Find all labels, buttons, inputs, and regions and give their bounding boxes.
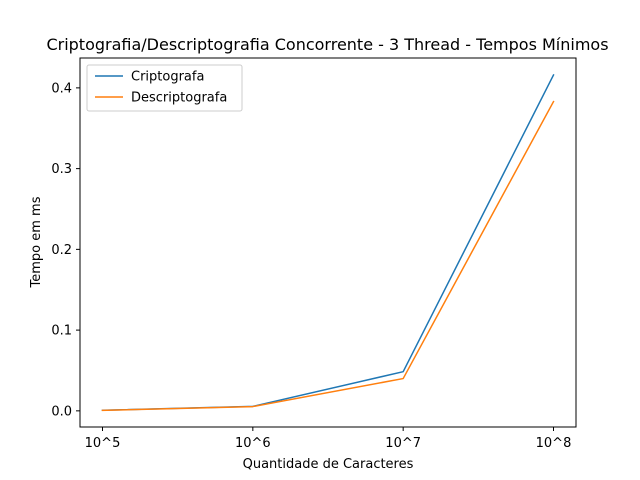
series-lines — [101, 73, 555, 412]
y-tick-label: 0.3 — [51, 162, 72, 177]
y-tick-label: 0.1 — [51, 324, 72, 339]
x-tick-label: 10^6 — [235, 436, 271, 451]
legend-box — [86, 64, 243, 112]
x-tick-label: 10^7 — [385, 436, 421, 451]
y-axis: 0.0 0.1 0.2 0.3 0.4 — [51, 81, 80, 419]
legend-label-criptografa: Criptografa — [131, 70, 204, 85]
x-axis: 10^5 10^6 10^7 10^8 — [85, 427, 572, 451]
series-line-descriptografa — [101, 100, 555, 412]
x-tick-label: 10^8 — [536, 436, 572, 451]
x-axis-label: Quantidade de Caracteres — [243, 457, 414, 472]
legend-label-descriptografa: Descriptografa — [131, 91, 227, 106]
chart-title: Criptografia/Descriptografia Concorrente… — [46, 35, 608, 54]
x-tick-label: 10^5 — [85, 436, 121, 451]
y-axis-label: Tempo em ms — [29, 196, 44, 288]
plot-frame — [79, 57, 577, 428]
y-tick-label: 0.4 — [51, 81, 72, 96]
y-tick-label: 0.2 — [51, 243, 72, 258]
y-tick-label: 0.0 — [51, 404, 72, 419]
legend: Criptografa Descriptografa — [86, 64, 243, 112]
